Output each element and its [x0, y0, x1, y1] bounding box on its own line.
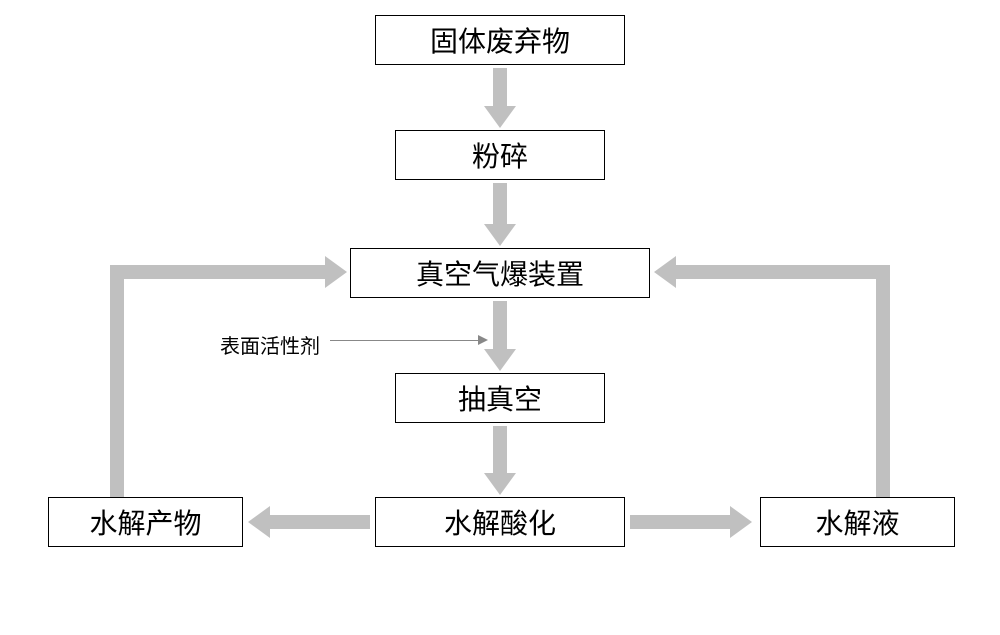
arrow-crush-ve	[493, 183, 507, 228]
loop-right-head	[654, 256, 676, 288]
loop-right-h	[676, 265, 890, 279]
node-label: 粉碎	[472, 135, 528, 175]
loop-left-h	[110, 265, 325, 279]
arrow-h-hl	[630, 515, 730, 529]
arrow-h-hl-head	[730, 506, 752, 538]
thin-arrow-surfactant	[330, 340, 478, 341]
node-hydrolysis: 水解酸化	[375, 497, 625, 547]
node-label: 抽真空	[458, 378, 542, 418]
surfactant-text: 表面活性剂	[220, 336, 320, 358]
arrow-h-hp-head	[248, 506, 270, 538]
node-label: 水解液	[815, 502, 899, 542]
arrow-vp-hydrolysis	[493, 426, 507, 477]
node-hydrolysate: 水解液	[760, 497, 955, 547]
node-solid-waste: 固体废弃物	[375, 15, 625, 65]
node-crush: 粉碎	[395, 130, 605, 180]
node-label: 水解酸化	[444, 502, 556, 542]
node-hydrolysis-product: 水解产物	[48, 497, 243, 547]
node-vacuum-pump: 抽真空	[395, 373, 605, 423]
arrow-sw-crush	[493, 68, 507, 110]
label-surfactant: 表面活性剂	[220, 330, 320, 359]
arrow-ve-vp	[493, 301, 507, 353]
node-vacuum-explosion: 真空气爆装置	[350, 248, 650, 298]
thin-arrow-surfactant-head	[478, 335, 488, 345]
loop-left-head	[325, 256, 347, 288]
node-label: 固体废弃物	[430, 20, 570, 60]
node-label: 水解产物	[89, 502, 201, 542]
loop-right-v	[876, 265, 890, 497]
loop-left-v	[110, 265, 124, 497]
node-label: 真空气爆装置	[416, 253, 584, 293]
arrow-h-hp	[270, 515, 370, 529]
